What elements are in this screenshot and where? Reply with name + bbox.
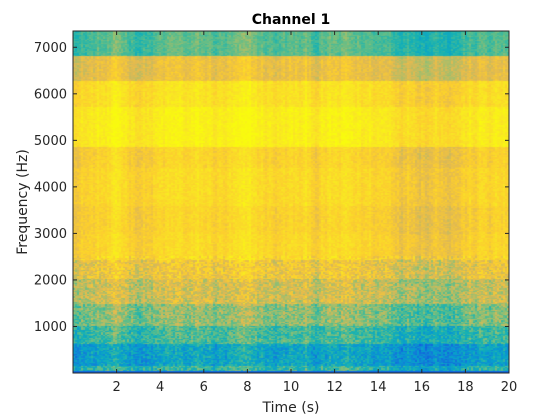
x-tick-label: 4 [156,380,164,395]
spectrogram-heatmap [73,31,509,373]
x-tick-label: 12 [326,380,343,395]
x-tick-label: 18 [457,380,474,395]
x-tick-label: 6 [200,380,208,395]
y-tick-label: 5000 [34,134,67,149]
y-tick-label: 4000 [34,180,67,195]
y-tick-label: 1000 [34,320,67,335]
y-tick-label: 3000 [34,227,67,242]
y-axis-label: Frequency (Hz) [15,149,31,255]
chart-title: Channel 1 [252,12,331,28]
x-axis-label: Time (s) [262,400,320,416]
y-tick-label: 7000 [34,41,67,56]
ticks: 2 4 6 8 10 12 14 16 18 20 1000 2000 3000 4000 5000 6000… [34,31,517,395]
x-tick-label: 2 [112,380,120,395]
x-tick-label: 8 [243,380,251,395]
x-tick-label: 20 [501,380,518,395]
y-tick-label: 6000 [34,87,67,102]
x-tick-label: 16 [414,380,431,395]
axes-box [72,30,510,374]
y-tick-label: 2000 [34,273,67,288]
x-tick-label: 14 [370,380,387,395]
x-tick-label: 10 [283,380,300,395]
